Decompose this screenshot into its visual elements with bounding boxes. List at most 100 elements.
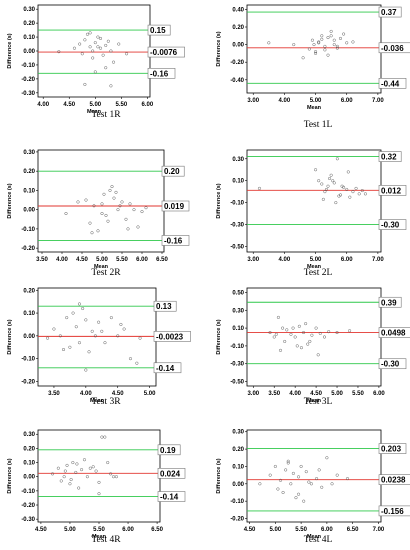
mean-value-label: -0.0076 (150, 48, 178, 57)
plot-caption: Test 2R (91, 268, 121, 278)
data-point (348, 195, 352, 199)
data-point (329, 173, 333, 177)
data-point (78, 42, 82, 46)
y-tick-label: 0.20 (232, 447, 244, 453)
data-point (98, 36, 103, 40)
x-tick-label: 5.00 (270, 527, 282, 533)
data-point (351, 40, 355, 44)
mean-value-box (378, 42, 410, 54)
data-point (75, 462, 79, 466)
data-point (284, 468, 288, 472)
data-point (101, 53, 105, 57)
y-tick-label: 0.10 (232, 464, 244, 470)
x-tick-label: 5.00 (96, 257, 108, 263)
data-point (291, 326, 295, 330)
y-tick-label: 0.30 (23, 150, 35, 156)
data-point (331, 179, 335, 183)
data-point (322, 335, 326, 339)
data-point (332, 38, 336, 42)
data-point (83, 38, 87, 42)
upper-value-box (161, 165, 185, 177)
y-tick-label: 0.30 (232, 308, 244, 314)
y-tick-label: -0.30 (230, 362, 244, 368)
data-point (330, 482, 334, 486)
x-tick-label: 3.50 (268, 391, 280, 397)
data-point (124, 217, 128, 221)
x-tick-label: 4.00 (56, 257, 68, 263)
data-point (310, 333, 314, 337)
data-point (328, 176, 332, 181)
y-tick-label: 0.20 (23, 288, 35, 294)
y-axis-label: Difference (s) (7, 33, 13, 68)
data-point (96, 35, 100, 39)
x-tick-label: 5.00 (64, 527, 76, 533)
data-point (291, 471, 295, 475)
y-tick-label: 0.00 (232, 482, 244, 488)
x-tick-label: 3.00 (247, 257, 259, 263)
data-point (327, 330, 331, 334)
data-point (304, 322, 308, 326)
data-point (88, 221, 92, 225)
data-point (335, 157, 339, 161)
mean-value-box (378, 474, 410, 485)
data-point (119, 322, 123, 326)
data-point (90, 231, 94, 235)
lower-value-box (378, 505, 410, 517)
data-point (80, 52, 84, 56)
y-tick-label: -0.40 (230, 78, 244, 84)
y-tick-label: 0.10 (232, 326, 244, 332)
mean-value-label: 0.012 (381, 186, 402, 195)
data-point (65, 316, 69, 320)
x-tick-label: 6.50 (151, 527, 163, 533)
upper-value-label: 0.19 (160, 446, 176, 455)
y-axis-label: Difference (s) (216, 458, 222, 493)
data-point (97, 480, 101, 484)
data-point (109, 84, 113, 88)
data-point (87, 350, 91, 354)
x-tick-label: 7.00 (372, 257, 384, 263)
data-point (72, 46, 76, 50)
data-point (299, 464, 303, 468)
data-point (315, 477, 319, 481)
data-point (307, 480, 311, 484)
data-point (258, 482, 262, 486)
data-point (314, 50, 318, 54)
data-point (91, 56, 95, 60)
data-point (345, 187, 349, 192)
data-point (144, 206, 148, 210)
data-point (81, 306, 85, 311)
x-tick-label: 4.00 (289, 391, 301, 397)
bland-altman-plot-8: 0.30 0.20 0.10 0.00 -0.10 -0.204.50 5.00 5.50 6.… (216, 429, 410, 545)
data-point (320, 34, 324, 38)
y-tick-label: -0.10 (230, 344, 244, 350)
data-point (308, 339, 312, 343)
data-point (90, 329, 94, 333)
data-point (294, 496, 298, 500)
upper-value-label: 0.20 (164, 167, 180, 176)
x-tick-label: 6.00 (341, 257, 353, 263)
data-point (59, 479, 63, 483)
plot-caption: Test 4L (304, 535, 333, 545)
data-point (306, 342, 310, 346)
data-point (329, 29, 333, 33)
lower-value-box (153, 362, 182, 374)
x-tick-label: 4.50 (63, 102, 75, 108)
mean-value-label: -0.0023 (156, 332, 184, 341)
x-tick-label: 5.00 (331, 391, 343, 397)
data-point (61, 348, 66, 352)
data-point (357, 192, 361, 196)
x-axis-label: Mean (90, 398, 105, 404)
x-tick-label: 6.00 (136, 257, 148, 263)
data-point (112, 60, 116, 64)
data-point (335, 44, 339, 48)
mean-value-label: 0.0498 (381, 329, 406, 338)
y-tick-label: -0.50 (230, 245, 244, 251)
lower-value-label: -0.16 (150, 69, 169, 78)
data-point (96, 229, 100, 233)
y-tick-label: 0.50 (232, 290, 244, 296)
mean-value-box (378, 185, 407, 196)
data-point (100, 435, 104, 439)
y-axis-label: Difference (s) (216, 31, 222, 66)
data-point (74, 325, 78, 329)
